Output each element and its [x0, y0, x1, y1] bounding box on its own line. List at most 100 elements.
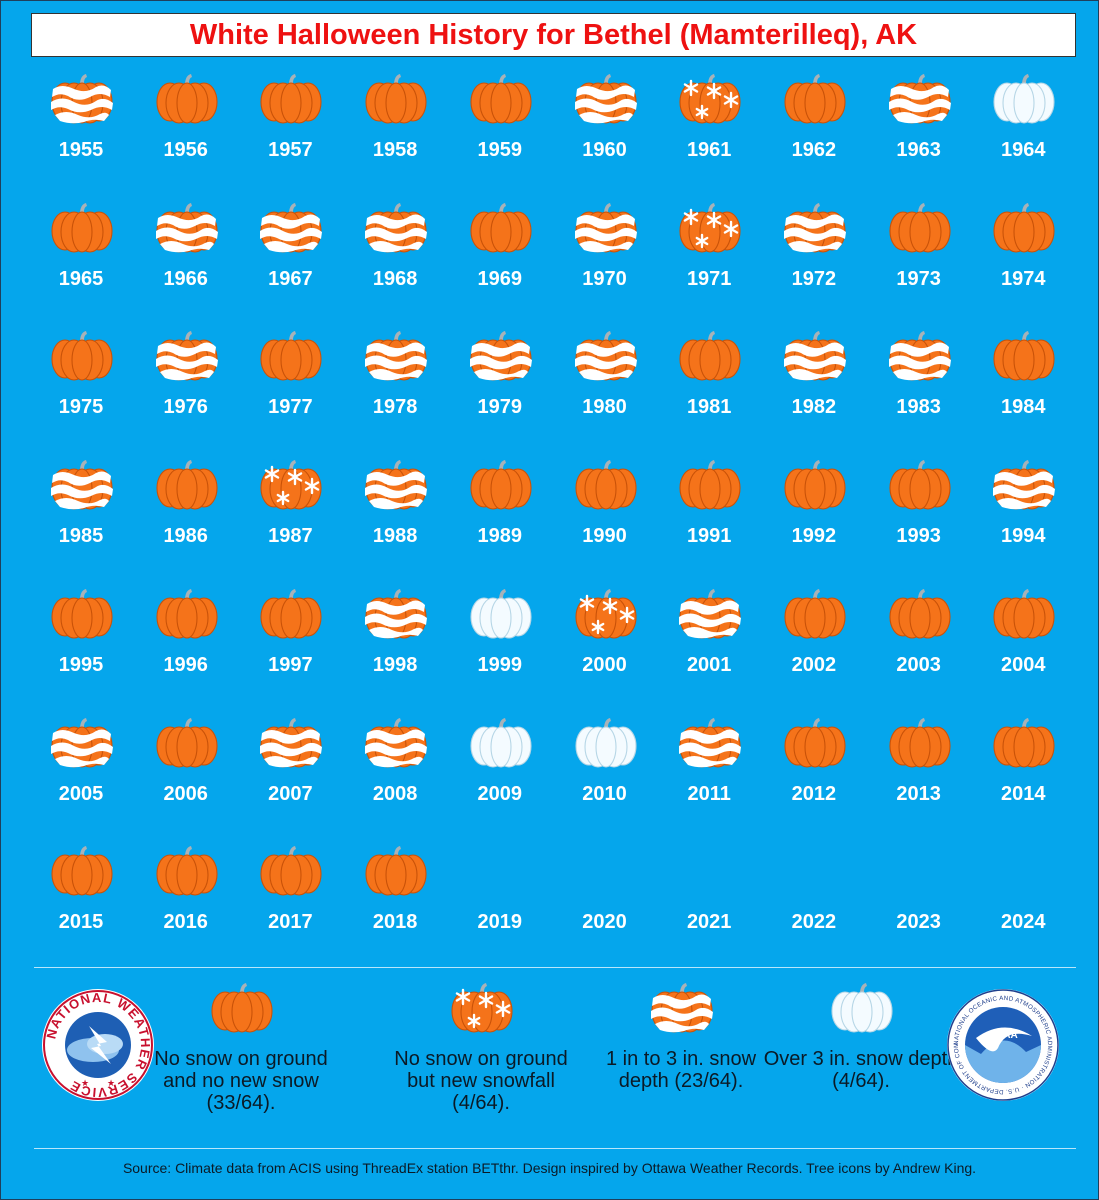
legend-item-newsnow: No snow on ground but new snowfall (4/64… — [381, 976, 581, 1116]
legend-item-depth1to3: 1 in to 3 in. snow depth (23/64). — [581, 976, 781, 1116]
year-label: 1971 — [686, 267, 732, 290]
year-label: 1991 — [686, 525, 732, 548]
year-cell: 1970 — [553, 202, 657, 314]
year-label: 1968 — [372, 267, 418, 290]
svg-text:★: ★ — [107, 1078, 115, 1088]
year-label: 1973 — [896, 267, 941, 290]
year-label: 1995 — [58, 653, 104, 676]
pumpkin-none-icon — [260, 331, 322, 381]
year-cell: 1963 — [867, 74, 971, 185]
year-cell: 2018 — [343, 846, 447, 957]
year-label: 1984 — [1001, 396, 1046, 419]
pumpkin-depth1to3-icon — [993, 460, 1056, 510]
year-cell: 1998 — [343, 588, 447, 700]
year-label: 2014 — [1001, 782, 1046, 805]
year-cell: 1961 — [657, 74, 761, 185]
year-label: 1999 — [477, 653, 523, 676]
year-cell: 1976 — [134, 331, 238, 442]
year-label: 2008 — [372, 782, 418, 805]
pumpkin-depth1to3-icon — [679, 717, 742, 768]
year-label: 1955 — [58, 139, 104, 161]
year-label: 1957 — [268, 139, 313, 161]
pumpkin-depth1to3-icon — [365, 460, 428, 510]
chart-title: White Halloween History for Bethel (Mamt… — [31, 13, 1076, 57]
year-cell: 2004 — [971, 588, 1075, 700]
legend-text-depth1to3: 1 in to 3 in. snow depth (23/64). — [605, 1048, 757, 1092]
year-cell: 2013 — [867, 717, 971, 829]
year-label: 1975 — [58, 396, 104, 419]
legend-text-over3: Over 3 in. snow depth (4/64). — [763, 1048, 959, 1092]
year-label: 1967 — [268, 267, 313, 290]
year-label: 2002 — [791, 653, 837, 676]
year-cell: 2007 — [238, 717, 342, 829]
year-cell: 1958 — [343, 74, 447, 185]
pumpkin-depth1to3-icon — [51, 717, 113, 768]
year-label: 1963 — [896, 139, 941, 161]
pumpkin-depth1to3-icon — [365, 202, 428, 253]
legend-pumpkin-over3-icon — [831, 983, 893, 1033]
pumpkin-depth1to3-icon — [783, 331, 846, 381]
year-cell: 2020 — [553, 847, 657, 957]
year-label: 1993 — [896, 525, 941, 548]
year-cell: 2019 — [448, 847, 552, 957]
pumpkin-depth1to3-icon — [679, 588, 742, 639]
year-cell: 1991 — [657, 460, 761, 571]
pumpkin-depth1to3-icon — [888, 74, 951, 124]
pumpkin-none-icon — [470, 460, 532, 510]
year-label: 1980 — [582, 396, 627, 419]
pumpkin-newsnow-icon — [260, 460, 322, 510]
pumpkin-none-icon — [679, 460, 741, 510]
legend-pumpkin-none-icon — [211, 983, 273, 1033]
year-cell: 1969 — [448, 202, 552, 314]
pumpkin-none-icon — [156, 846, 218, 896]
year-cell: 1962 — [762, 74, 866, 185]
year-label: 1996 — [163, 653, 208, 676]
legend-text-newsnow: No snow on ground but new snowfall (4/64… — [394, 1048, 568, 1114]
year-cell: 1989 — [448, 460, 552, 571]
year-cell: 1955 — [29, 74, 133, 185]
year-cell: 2022 — [762, 847, 866, 957]
year-label: 2009 — [477, 782, 523, 805]
pumpkin-depth1to3-icon — [469, 331, 532, 381]
pumpkin-none-icon — [156, 717, 218, 768]
year-label: 1972 — [791, 267, 837, 290]
year-label: 1965 — [58, 267, 104, 290]
pumpkin-depth1to3-icon — [51, 460, 113, 510]
year-label: 2021 — [686, 911, 732, 934]
pumpkin-depth1to3-icon — [260, 717, 323, 768]
pumpkin-depth1to3-icon — [365, 717, 428, 768]
pumpkin-none-icon — [365, 74, 427, 124]
year-label: 2005 — [58, 782, 104, 805]
year-label: 2004 — [1001, 653, 1046, 676]
year-cell: 2002 — [762, 588, 866, 700]
pumpkin-depth1to3-icon — [783, 202, 846, 253]
year-cell: 2006 — [134, 717, 238, 829]
pumpkin-none-icon — [51, 331, 113, 381]
year-cell: 1981 — [657, 331, 761, 442]
year-cell: 2016 — [134, 846, 238, 957]
year-label: 2023 — [896, 911, 941, 934]
pumpkin-none-icon — [993, 717, 1055, 768]
year-label: 1970 — [582, 267, 627, 290]
noaa-logo: NATIONAL OCEANIC AND ATMOSPHERIC ADMINIS… — [946, 988, 1059, 1101]
year-label: 2010 — [582, 782, 627, 805]
pumpkin-newsnow-icon — [574, 588, 637, 639]
year-cell: 2015 — [29, 846, 133, 957]
pumpkin-none-icon — [51, 588, 113, 639]
pumpkin-none-icon — [156, 460, 218, 510]
year-cell: 2012 — [762, 717, 866, 829]
pumpkin-depth1to3-icon — [155, 202, 218, 253]
year-label: 1990 — [582, 525, 627, 548]
year-cell: 2001 — [657, 588, 761, 700]
year-label: 1959 — [477, 139, 523, 161]
pumpkin-none-icon — [260, 846, 322, 896]
nws-logo: NATIONAL WEATHER SERVICE ★ ★ — [42, 989, 154, 1101]
pumpkin-none-icon — [574, 460, 637, 510]
year-cell: 1966 — [134, 202, 238, 314]
year-label: 1969 — [477, 267, 523, 290]
year-label: 1992 — [791, 525, 837, 548]
year-cell: 1990 — [553, 460, 657, 571]
year-cell: 1985 — [29, 460, 133, 571]
year-cell: 1965 — [29, 202, 133, 314]
